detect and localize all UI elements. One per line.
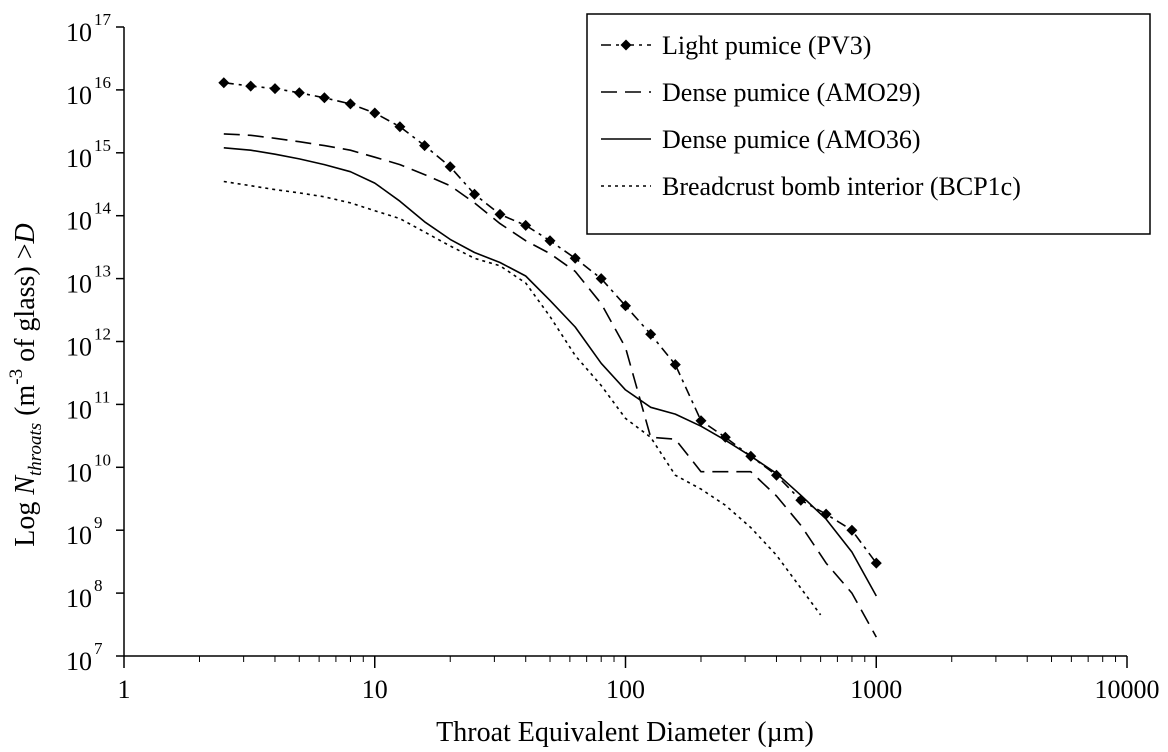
y-tick-exponent: 17 xyxy=(94,10,112,29)
y-tick-label: 10 xyxy=(66,647,92,676)
legend: Light pumice (PV3) Dense pumice (AMO29) De… xyxy=(586,13,1151,235)
y-tick-label: 10 xyxy=(66,333,92,362)
y-tick-exponent: 11 xyxy=(94,387,110,406)
series-1-diamond-marker xyxy=(469,188,480,200)
series-1-diamond-marker xyxy=(569,252,581,264)
series-1-diamond-marker xyxy=(695,415,707,427)
series-1-diamond-marker xyxy=(795,494,807,506)
y-tick-exponent: 16 xyxy=(94,73,111,92)
series-1-diamond-marker xyxy=(820,508,832,520)
series-1-diamond-marker xyxy=(369,107,381,119)
legend-label-3: Dense pumice (AMO36) xyxy=(662,125,921,154)
series-1-diamond-marker xyxy=(595,273,607,285)
y-tick-label: 10 xyxy=(66,144,92,173)
series-1-diamond-marker xyxy=(269,83,281,95)
legend-label-4: Breadcrust bomb interior (BCP1c) xyxy=(662,172,1021,201)
series-line-2 xyxy=(223,133,877,638)
x-tick-label: 10 xyxy=(362,675,388,704)
series-1-diamond-marker xyxy=(293,87,305,99)
y-tick-exponent: 14 xyxy=(94,199,112,218)
y-title-unit-start: (m xyxy=(10,385,41,423)
series-1-diamond-marker xyxy=(620,300,631,312)
y-tick-exponent: 7 xyxy=(94,639,103,658)
y-tick-label: 10 xyxy=(66,18,92,47)
y-tick-label: 10 xyxy=(66,584,92,613)
y-title-d: D xyxy=(10,223,41,244)
y-title-prefix: Log xyxy=(10,495,41,547)
series-1-diamond-marker xyxy=(344,98,356,110)
legend-label-1: Light pumice (PV3) xyxy=(662,31,871,60)
series-1-diamond-marker xyxy=(669,359,681,371)
y-tick-label: 10 xyxy=(66,458,92,487)
y-tick-label: 10 xyxy=(66,395,92,424)
y-tick-label: 10 xyxy=(66,81,92,110)
series-1-diamond-marker xyxy=(645,328,657,340)
series-1-diamond-marker xyxy=(846,524,858,536)
series-1-diamond-marker xyxy=(719,431,731,443)
legend-diamond-marker xyxy=(620,39,632,51)
y-tick-exponent: 13 xyxy=(94,262,111,281)
y-title-superscript: -3 xyxy=(6,369,27,385)
series-1-diamond-marker xyxy=(494,208,506,220)
y-tick-label: 10 xyxy=(66,521,92,550)
series-1-diamond-marker xyxy=(444,161,456,173)
y-title-subscript: throats xyxy=(25,423,46,476)
series-line-3 xyxy=(223,147,877,597)
y-title-unit-end: of glass) > xyxy=(10,243,41,368)
y-tick-exponent: 9 xyxy=(94,513,103,532)
series-line-4 xyxy=(223,180,822,616)
y-tick-exponent: 15 xyxy=(94,136,111,155)
series-1-diamond-marker xyxy=(544,235,556,247)
legend-label-2: Dense pumice (AMO29) xyxy=(662,78,921,107)
x-axis-ticks: 1 10 100 1000 10000 xyxy=(118,656,1160,704)
y-axis-title: Log Nthroats (m-3 of glass) >D xyxy=(6,223,46,547)
series-1-diamond-marker xyxy=(218,77,230,89)
series-1-diamond-marker xyxy=(419,140,431,152)
plot-area xyxy=(218,77,882,638)
series-1-diamond-marker xyxy=(245,80,257,92)
y-tick-exponent: 10 xyxy=(94,450,111,469)
y-tick-exponent: 8 xyxy=(94,576,103,595)
series-1-diamond-marker xyxy=(870,557,882,569)
series-1-diamond-marker xyxy=(394,121,406,133)
x-tick-label: 100 xyxy=(606,675,645,704)
y-tick-label: 10 xyxy=(66,270,92,299)
x-axis-title: Throat Equivalent Diameter (µm) xyxy=(436,717,814,748)
series-1-diamond-marker xyxy=(318,92,330,104)
svg-text:Log Nthroats (m-3 of glass) >D: Log Nthroats (m-3 of glass) >D xyxy=(6,223,46,547)
y-tick-label: 10 xyxy=(66,207,92,236)
y-title-n: N xyxy=(10,475,41,496)
legend-box xyxy=(586,13,1151,235)
x-tick-label: 1 xyxy=(118,675,131,704)
x-tick-label: 10000 xyxy=(1095,675,1160,704)
y-tick-exponent: 12 xyxy=(94,325,111,344)
x-tick-label: 1000 xyxy=(850,675,902,704)
series-1-diamond-marker xyxy=(520,219,532,231)
